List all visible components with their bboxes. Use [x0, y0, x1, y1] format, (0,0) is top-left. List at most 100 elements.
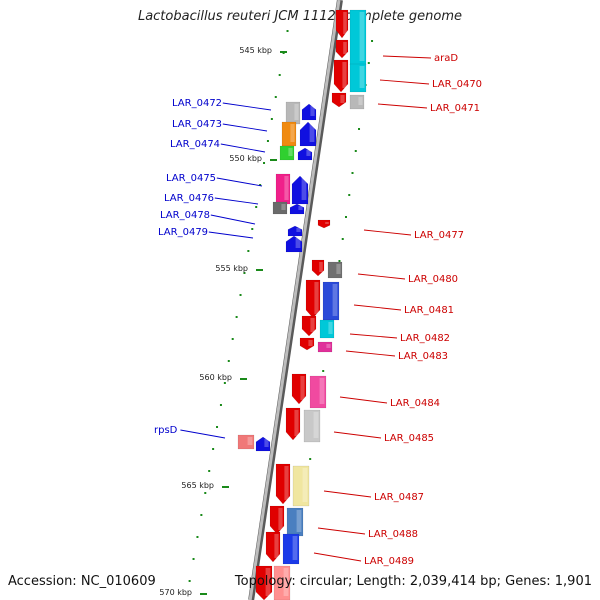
gene-highlight — [313, 412, 319, 438]
gene-label-text: LAR_0473 — [172, 119, 222, 130]
gene-body — [311, 259, 325, 277]
gene-highlight — [310, 318, 315, 332]
gene-body — [349, 94, 365, 110]
kbp-tick — [270, 159, 277, 161]
gene-highlight — [283, 568, 289, 596]
leader-line — [210, 214, 256, 225]
gene-body — [292, 465, 310, 507]
gene-body — [285, 407, 301, 441]
gene-red — [255, 565, 273, 600]
map-title: Lactobacillus reuteri JCM 1112, complete… — [137, 9, 463, 24]
gene-highlight — [308, 340, 313, 346]
gene-highlight — [281, 204, 286, 210]
gene-highlight — [296, 228, 301, 232]
gene-grey — [285, 101, 301, 125]
gene-highlight — [284, 176, 289, 200]
ruler-dot — [278, 74, 281, 76]
gene-highlight — [300, 376, 305, 400]
gene-label-right: araD — [382, 53, 458, 64]
ruler-dot — [367, 62, 370, 64]
ruler-dot — [227, 360, 230, 362]
gene-body — [287, 225, 303, 237]
ruler-dot — [266, 140, 269, 142]
gene-highlight — [294, 104, 299, 120]
gene-label-right: LAR_0480 — [357, 273, 458, 285]
gene-label-text: LAR_0472 — [172, 98, 222, 109]
gene-cyan — [319, 319, 335, 339]
gene-red — [275, 463, 291, 505]
gene-body — [286, 507, 304, 537]
gene-red — [291, 373, 307, 405]
leader-line — [317, 527, 366, 535]
gene-highlight — [294, 410, 299, 436]
accession-text: Accession: NC_010609 — [8, 574, 156, 589]
ruler-dot — [341, 238, 344, 240]
gene-label-text: LAR_0482 — [400, 333, 450, 344]
gene-blue-up — [255, 436, 271, 452]
ruler-dot — [259, 184, 262, 186]
gene-label-left: LAR_0476 — [164, 193, 259, 205]
gene-label-right: LAR_0481 — [353, 304, 454, 316]
gene-red — [285, 407, 301, 441]
leader-line — [323, 490, 372, 498]
gene-label-text: LAR_0481 — [404, 305, 454, 316]
gene-highlight — [326, 344, 331, 348]
gene-highlight — [343, 12, 347, 34]
gene-blue-up — [301, 103, 317, 121]
gene-label-left: LAR_0472 — [172, 98, 272, 111]
leader-line — [339, 396, 388, 404]
ruler-dot — [274, 96, 277, 98]
ruler-dot — [354, 150, 357, 152]
gene-highlight — [284, 466, 289, 500]
gene-highlight — [290, 124, 295, 142]
gene-highlight — [265, 568, 271, 596]
ruler-dot — [231, 338, 234, 340]
kbp-tick — [280, 51, 287, 53]
gene-red — [331, 92, 347, 108]
leader-line — [216, 177, 263, 187]
kbp-tick — [256, 269, 263, 271]
gene-label-text: LAR_0487 — [374, 492, 424, 503]
gene-red — [335, 9, 349, 39]
gene-blue-up — [289, 203, 305, 215]
gene-highlight — [342, 62, 347, 88]
gene-label-text: LAR_0480 — [408, 274, 458, 285]
ruler-dot — [348, 194, 351, 196]
gene-red — [333, 59, 349, 93]
ruler-dot — [358, 128, 361, 130]
gene-body — [291, 175, 309, 205]
ruler-dot — [188, 580, 191, 582]
gene-red — [269, 505, 285, 535]
kbp-tick — [240, 378, 247, 380]
gene-label-left: LAR_0479 — [158, 227, 254, 239]
gene-pink — [275, 173, 291, 205]
gene-salmon — [237, 434, 255, 450]
leader-line — [353, 304, 402, 311]
gene-body — [303, 409, 321, 443]
gene-body — [273, 565, 291, 600]
gene-label-left: LAR_0474 — [170, 139, 266, 153]
gene-grey — [349, 94, 365, 110]
gene-label-right: LAR_0483 — [345, 350, 448, 362]
topology-text: Topology: circular; Length: 2,039,414 bp… — [234, 574, 592, 589]
gene-body — [319, 319, 335, 339]
gene-highlight — [309, 124, 315, 142]
gene-label-right: LAR_0482 — [349, 333, 450, 344]
gene-label-text: rpsD — [154, 425, 178, 436]
ruler-dot — [344, 216, 347, 218]
gene-highlight — [336, 264, 341, 274]
gene-darkgrey — [272, 201, 288, 215]
gene-pink — [309, 375, 327, 409]
gene-steelblue — [286, 507, 304, 537]
gene-highlight — [328, 322, 333, 334]
gene-red — [299, 337, 315, 351]
gene-blue-up — [287, 225, 303, 237]
gene-highlight — [310, 106, 315, 116]
gene-body — [335, 39, 349, 59]
gene-label-right: LAR_0484 — [339, 396, 440, 409]
gene-highlight — [340, 95, 345, 103]
ruler-dot — [219, 404, 222, 406]
gene-red — [301, 315, 317, 337]
gene-body — [301, 103, 317, 121]
ruler-dot — [243, 272, 246, 274]
